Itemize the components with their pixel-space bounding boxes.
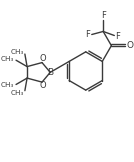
Text: F: F bbox=[85, 30, 90, 39]
Text: B: B bbox=[47, 68, 53, 77]
Text: O: O bbox=[126, 41, 133, 50]
Text: CH₃: CH₃ bbox=[11, 90, 24, 96]
Text: F: F bbox=[116, 32, 120, 41]
Text: CH₃: CH₃ bbox=[11, 49, 24, 55]
Text: CH₃: CH₃ bbox=[1, 82, 14, 88]
Text: F: F bbox=[101, 11, 106, 20]
Text: CH₃: CH₃ bbox=[1, 56, 14, 62]
Text: O: O bbox=[40, 54, 46, 64]
Text: O: O bbox=[40, 81, 46, 90]
